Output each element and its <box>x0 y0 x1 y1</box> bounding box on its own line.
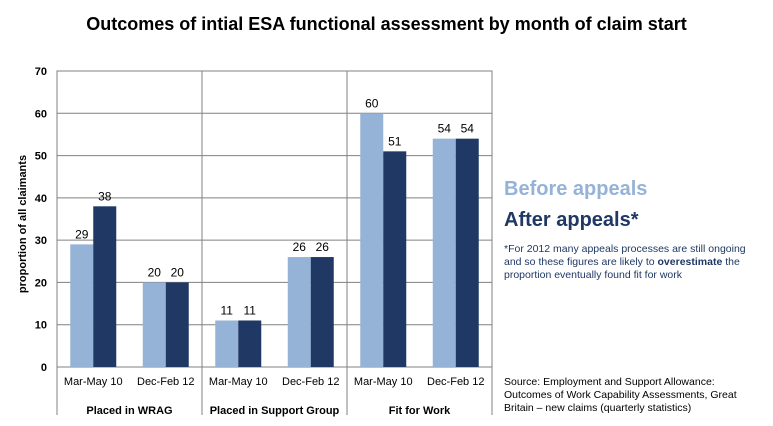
y-tick-label: 10 <box>35 320 47 332</box>
bar <box>165 282 189 367</box>
x-tick-label: Mar-May 10 <box>354 376 413 388</box>
y-tick-label: 0 <box>41 362 47 374</box>
y-tick-label: 70 <box>35 66 47 78</box>
data-label: 20 <box>148 265 162 279</box>
y-tick-label: 40 <box>35 193 47 205</box>
plot-border <box>56 70 493 368</box>
group-label: Fit for Work <box>389 405 451 417</box>
bar <box>215 320 239 367</box>
x-tick-label: Dec-Feb 12 <box>427 376 484 388</box>
data-label: 51 <box>388 134 402 148</box>
y-tick-label: 60 <box>35 108 47 120</box>
y-tick-label: 20 <box>35 277 47 289</box>
footnote-text-1: *For 2012 many appeals processes are sti… <box>504 243 746 268</box>
data-label: 54 <box>438 122 452 136</box>
bar <box>93 206 117 367</box>
data-label: 60 <box>365 96 379 110</box>
data-label: 11 <box>244 303 257 317</box>
bar <box>142 282 166 367</box>
source-note: Source: Employment and Support Allowance… <box>504 376 737 414</box>
y-tick-label: 30 <box>35 235 47 247</box>
group-label: Placed in Support Group <box>210 405 340 417</box>
bar <box>70 244 94 367</box>
bar <box>360 113 384 368</box>
data-label: 26 <box>293 240 307 254</box>
data-label: 29 <box>75 227 89 241</box>
bar <box>287 257 311 367</box>
bar <box>455 138 479 367</box>
data-label: 54 <box>461 122 475 136</box>
x-tick-label: Dec-Feb 12 <box>282 376 339 388</box>
x-tick-label: Dec-Feb 12 <box>137 376 194 388</box>
bar <box>383 151 407 367</box>
x-tick-label: Mar-May 10 <box>64 376 123 388</box>
x-tick-label: Mar-May 10 <box>209 376 268 388</box>
y-tick-label: 50 <box>35 151 47 163</box>
y-axis-label: proportion of all claimants <box>17 154 29 294</box>
footnote-emphasis: overestimate <box>657 256 723 268</box>
bar <box>310 257 334 367</box>
data-label: 11 <box>221 303 234 317</box>
footnote: *For 2012 many appeals processes are sti… <box>504 243 766 282</box>
group-label: Placed in WRAG <box>86 405 172 417</box>
bar <box>238 320 262 367</box>
footnote-text-2: the proportion eventually found fit for … <box>504 256 740 281</box>
legend-before-appeals: Before appeals <box>504 178 648 200</box>
legend-after-appeals: After appeals* <box>504 209 639 231</box>
data-label: 20 <box>171 265 185 279</box>
data-label: 26 <box>316 240 330 254</box>
chart-title: Outcomes of intial ESA functional assess… <box>86 14 687 34</box>
bar <box>432 138 456 367</box>
data-label: 38 <box>98 189 112 203</box>
